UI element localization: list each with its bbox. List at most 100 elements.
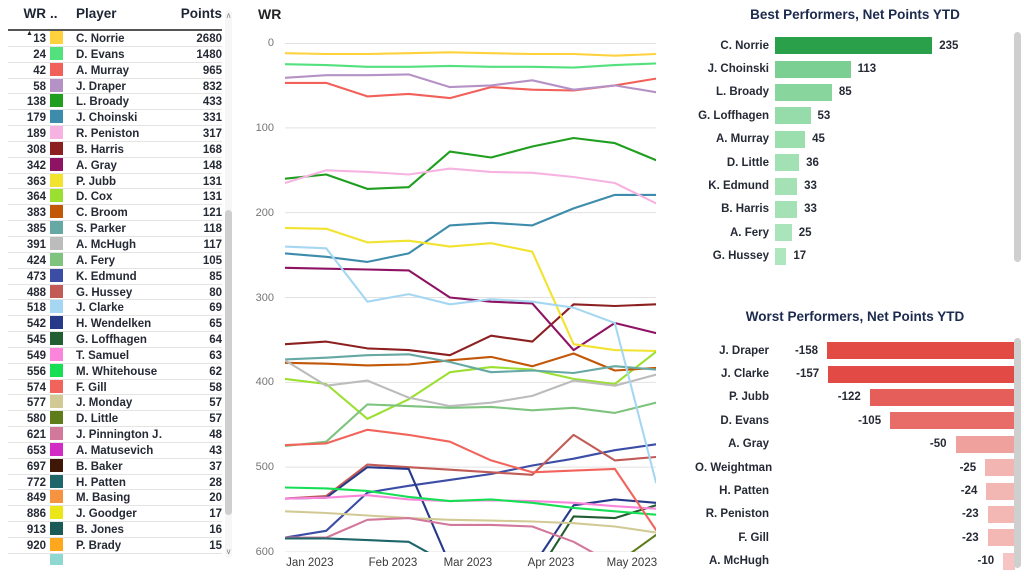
player-column-header[interactable]: Player xyxy=(76,6,117,21)
table-row[interactable]: 24 D. Evans 1480 xyxy=(8,46,222,63)
trend-line-c-norrie[interactable] xyxy=(285,51,656,57)
trend-line-j-monday[interactable] xyxy=(285,510,656,534)
points-cell: 331 xyxy=(202,112,222,125)
scroll-down-icon[interactable]: ∨ xyxy=(225,547,232,556)
table-row[interactable]: 772 H. Patten 28 xyxy=(8,474,222,491)
scrollbar-thumb[interactable] xyxy=(1014,338,1021,568)
trend-line-j-choinski[interactable] xyxy=(285,193,656,263)
bar[interactable] xyxy=(986,482,1015,500)
trend-line-j-clarke[interactable] xyxy=(285,245,656,484)
table-body: 13 C. Norrie 2680 24 D. Evans 1480 42 A. Murray… xyxy=(8,31,222,565)
table-row[interactable]: 138 L. Broady 433 xyxy=(8,94,222,111)
trend-line-d-cox[interactable] xyxy=(285,350,656,420)
table-row[interactable]: 308 B. Harris 168 xyxy=(8,141,222,158)
sort-ascending-icon[interactable]: ▲ xyxy=(26,30,33,37)
bar[interactable] xyxy=(775,154,800,172)
trend-line-l-broady[interactable] xyxy=(285,136,656,190)
trend-line-p-jubb[interactable] xyxy=(285,226,656,352)
bar[interactable] xyxy=(775,247,787,265)
trend-line-h-wendelken[interactable] xyxy=(285,466,656,552)
trend-line-g-hussey[interactable] xyxy=(285,433,656,500)
table-row[interactable]: 473 K. Edmund 85 xyxy=(8,268,222,285)
trend-line-a-mchugh[interactable] xyxy=(285,359,656,408)
table-row[interactable]: 574 F. Gill 58 xyxy=(8,379,222,396)
scrollbar-thumb[interactable] xyxy=(225,210,232,515)
wr-cell: 849 xyxy=(26,492,46,505)
wr-column-header[interactable]: WR xyxy=(23,6,47,21)
bar[interactable] xyxy=(869,388,1015,406)
table-row[interactable]: 391 A. McHugh 117 xyxy=(8,236,222,253)
trend-line-d-evans[interactable] xyxy=(285,62,656,69)
trend-line-a-murray[interactable] xyxy=(285,77,656,100)
scrollbar-thumb[interactable] xyxy=(1014,32,1021,262)
bar[interactable] xyxy=(775,177,798,195)
table-row[interactable]: 42 A. Murray 965 xyxy=(8,62,222,79)
color-column-header[interactable]: .. xyxy=(50,6,58,21)
player-name-cell: B. Jones xyxy=(76,524,124,537)
table-row[interactable]: 383 C. Broom 121 xyxy=(8,205,222,222)
table-row[interactable]: 580 D. Little 57 xyxy=(8,411,222,428)
trend-line-d-little[interactable] xyxy=(285,533,656,552)
bar[interactable] xyxy=(775,60,851,78)
table-row[interactable]: 849 M. Basing 20 xyxy=(8,490,222,507)
table-row[interactable]: 621 J. Pinnington J… 48 xyxy=(8,427,222,443)
table-row[interactable]: 556 M. Whitehouse 62 xyxy=(8,363,222,380)
table-row[interactable]: 364 D. Cox 131 xyxy=(8,189,222,206)
table-row[interactable]: 488 G. Hussey 80 xyxy=(8,284,222,301)
bar[interactable] xyxy=(955,435,1015,453)
table-row[interactable]: 577 J. Monday 57 xyxy=(8,395,222,412)
table-row[interactable]: 189 R. Peniston 317 xyxy=(8,126,222,142)
trend-line-c-broom[interactable] xyxy=(285,352,656,372)
trend-line-f-gill[interactable] xyxy=(285,428,656,531)
bar[interactable] xyxy=(775,224,792,242)
table-row[interactable]: 179 J. Choinski 331 xyxy=(8,110,222,127)
trend-line-j-draper[interactable] xyxy=(285,73,656,94)
bar[interactable] xyxy=(775,200,798,218)
table-row[interactable]: 653 A. Matusevich 43 xyxy=(8,442,222,459)
table-row[interactable]: 385 S. Parker 118 xyxy=(8,221,222,237)
scroll-up-icon[interactable]: ∧ xyxy=(225,11,232,20)
bar[interactable] xyxy=(775,37,933,55)
trend-line-h-patten[interactable] xyxy=(285,537,656,552)
bar[interactable] xyxy=(987,505,1015,523)
trend-line-s-parker[interactable] xyxy=(285,353,656,375)
bar[interactable] xyxy=(827,342,1015,360)
bar[interactable] xyxy=(1003,552,1015,570)
trend-line-a-gray[interactable] xyxy=(285,266,656,352)
trend-line-b-harris[interactable] xyxy=(285,303,656,357)
bar[interactable] xyxy=(775,107,811,125)
table-row[interactable]: 424 A. Fery 105 xyxy=(8,252,222,269)
table-row[interactable]: 13 C. Norrie 2680 xyxy=(8,31,222,47)
best-chart-scrollbar[interactable] xyxy=(1013,32,1022,268)
bar[interactable] xyxy=(828,365,1015,383)
trend-line-a-fery[interactable] xyxy=(285,401,656,448)
bar[interactable] xyxy=(985,459,1015,477)
bar[interactable] xyxy=(987,529,1015,547)
table-row[interactable]: 913 B. Jones 16 xyxy=(8,522,222,538)
table-row[interactable]: 518 J. Clarke 69 xyxy=(8,300,222,317)
table-row[interactable]: 542 H. Wendelken 65 xyxy=(8,316,222,333)
table-row[interactable]: 363 P. Jubb 131 xyxy=(8,173,222,190)
table-row[interactable]: 342 A. Gray 148 xyxy=(8,157,222,174)
bar[interactable] xyxy=(890,412,1015,430)
trend-line-k-edmund[interactable] xyxy=(285,443,656,539)
table-scrollbar[interactable]: ∧ ∨ xyxy=(224,10,233,558)
table-row[interactable]: 545 G. Loffhagen 64 xyxy=(8,332,222,348)
wr-cell: 42 xyxy=(33,64,46,77)
worst-chart-scrollbar[interactable] xyxy=(1013,338,1022,574)
table-row[interactable]: 58 J. Draper 832 xyxy=(8,78,222,95)
bar[interactable] xyxy=(775,83,832,101)
table-row[interactable] xyxy=(8,553,222,565)
table-row[interactable]: 886 J. Goodger 17 xyxy=(8,506,222,523)
table-row[interactable]: 697 B. Baker 37 xyxy=(8,458,222,475)
player-name-cell: D. Evans xyxy=(76,48,125,61)
points-cell: 28 xyxy=(209,476,222,489)
table-row[interactable]: 920 P. Brady 15 xyxy=(8,538,222,554)
points-column-header[interactable]: Points xyxy=(180,6,222,21)
trend-line-m-whitehouse[interactable] xyxy=(285,486,656,516)
trend-line-j-pinnington-jones[interactable] xyxy=(285,517,656,552)
trend-line-r-peniston[interactable] xyxy=(285,167,656,205)
trend-line-g-loffhagen[interactable] xyxy=(285,504,656,552)
bar[interactable] xyxy=(775,130,806,148)
table-row[interactable]: 549 T. Samuel 63 xyxy=(8,347,222,364)
